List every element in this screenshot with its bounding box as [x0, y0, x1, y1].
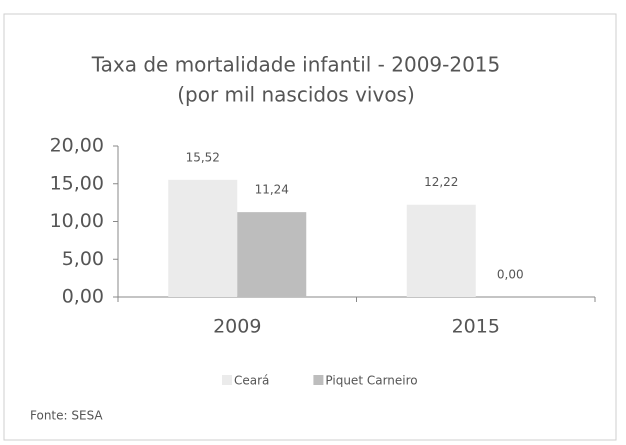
- y-tick-label: 20,00: [50, 135, 104, 157]
- y-tick-label: 5,00: [62, 248, 104, 270]
- chart-title: Taxa de mortalidade infantil - 2009-2015: [91, 53, 501, 77]
- data-label: 11,24: [255, 183, 289, 197]
- source-note: Fonte: SESA: [30, 409, 103, 423]
- x-tick-label: 2009: [213, 316, 261, 338]
- x-tick-label: 2015: [452, 316, 500, 338]
- legend-label: Ceará: [234, 374, 269, 388]
- legend-swatch: [222, 375, 232, 385]
- chart-frame: [3, 13, 617, 441]
- y-tick-label: 10,00: [50, 210, 104, 232]
- data-label: 0,00: [497, 268, 524, 282]
- bar: [168, 179, 238, 297]
- y-tick-label: 0,00: [62, 286, 104, 308]
- bar: [237, 212, 307, 297]
- y-tick-label: 15,00: [50, 172, 104, 194]
- chart-subtitle: (por mil nascidos vivos): [177, 83, 415, 107]
- data-label: 12,22: [424, 175, 458, 189]
- legend-swatch: [313, 375, 324, 385]
- bar: [406, 204, 476, 297]
- legend-label: Piquet Carneiro: [325, 374, 417, 388]
- data-label: 15,52: [186, 150, 220, 164]
